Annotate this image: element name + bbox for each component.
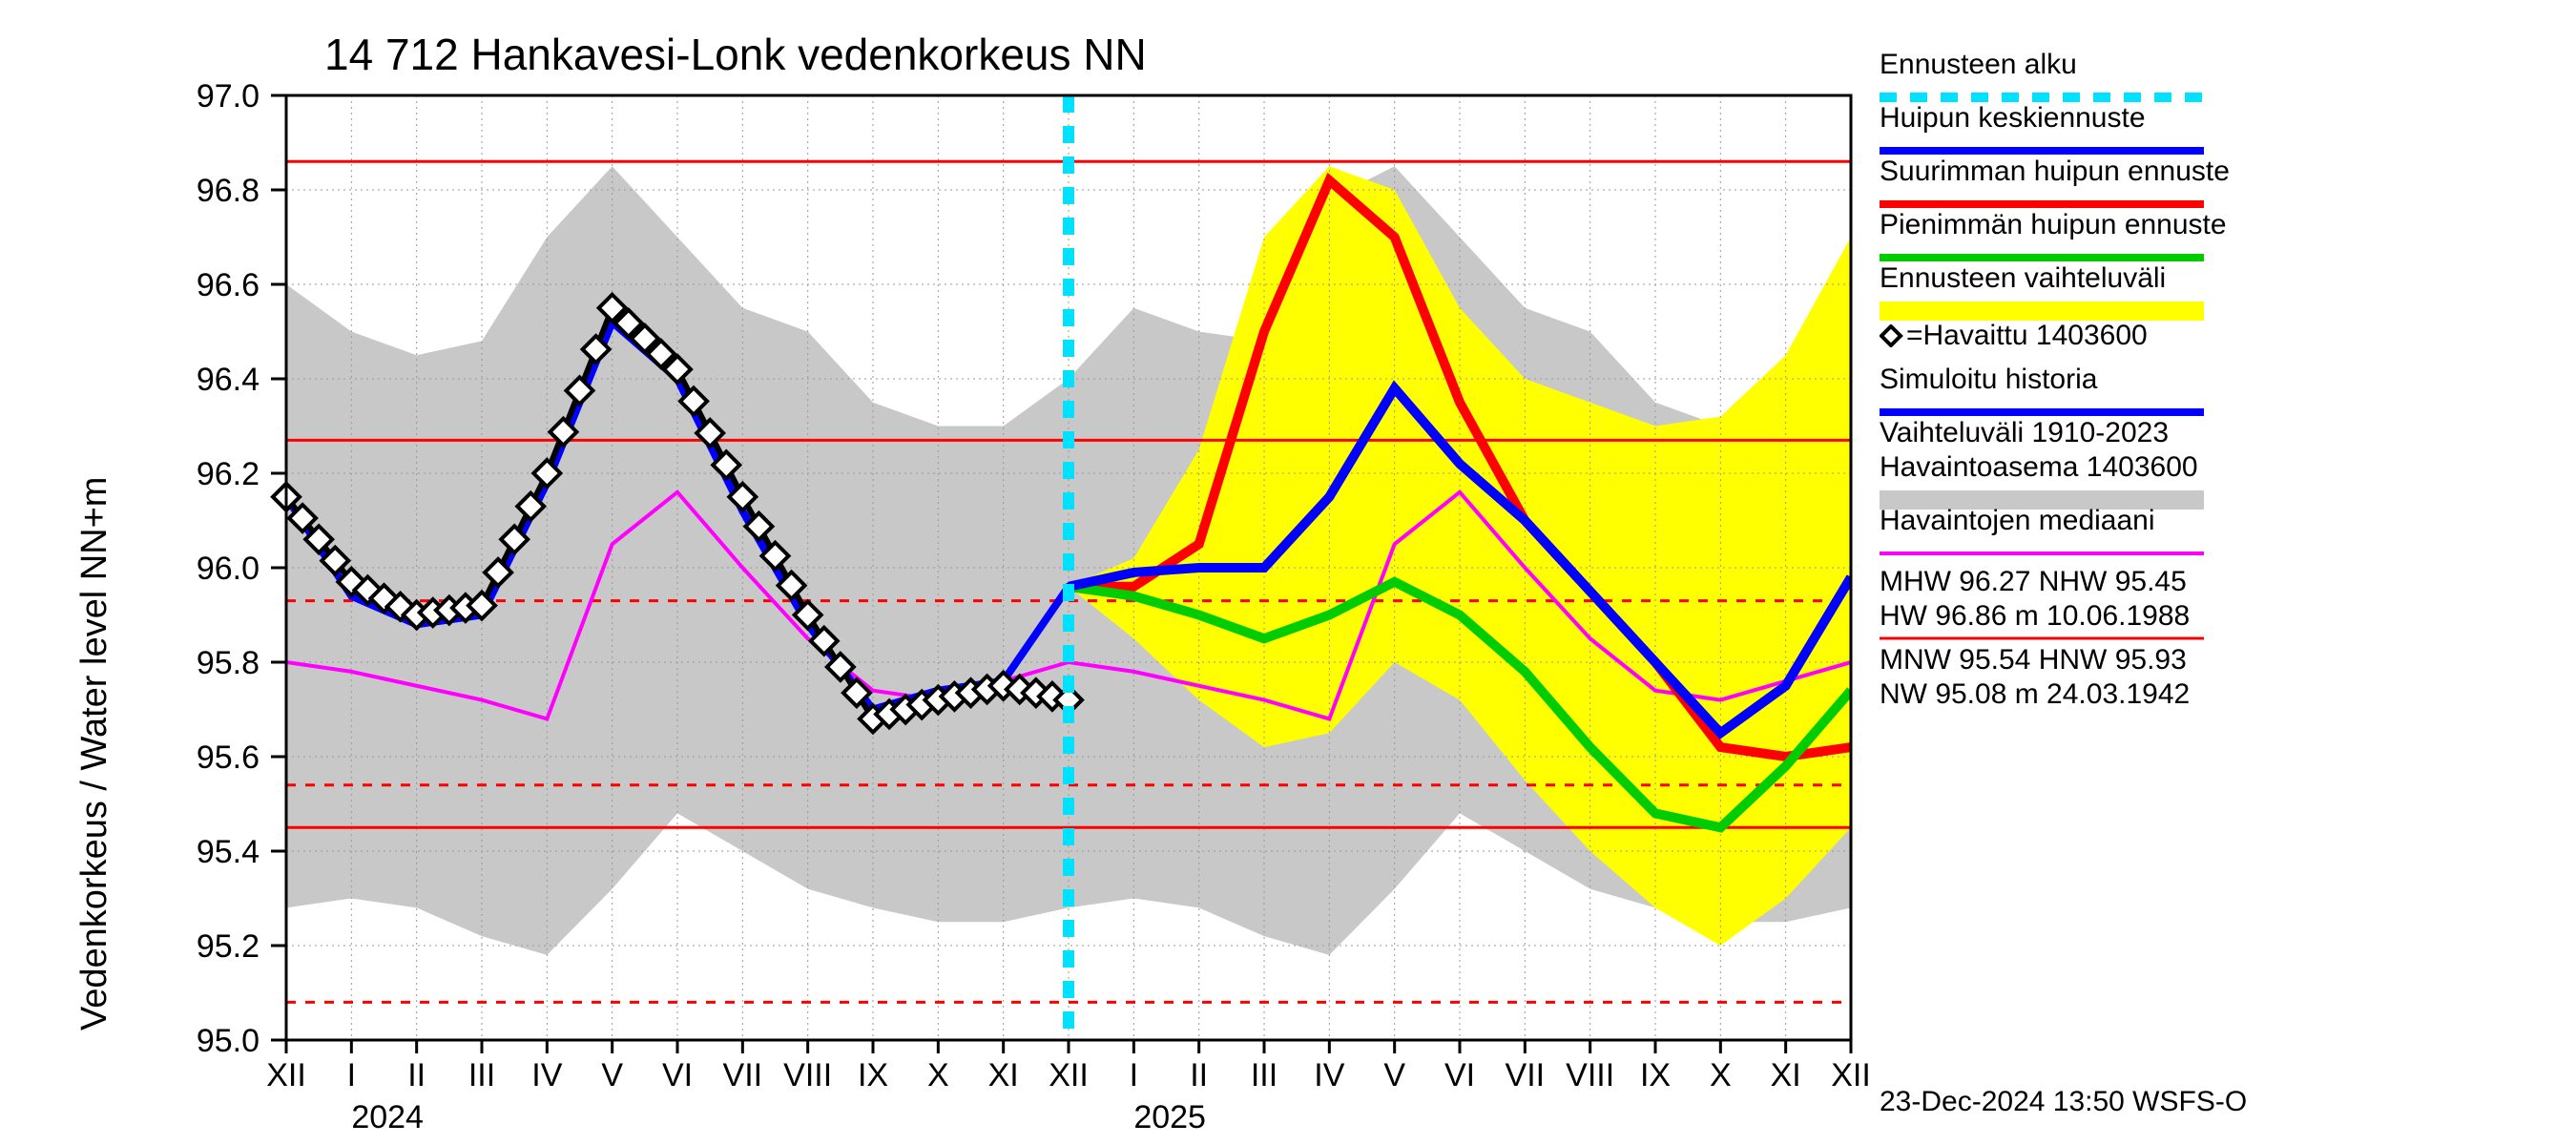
legend-swatch	[1880, 193, 2204, 208]
y-axis-label: Vedenkorkeus / Water level NN+m	[74, 477, 115, 1030]
legend-item: Suurimman huipun ennuste	[1880, 155, 2547, 208]
legend-label: Pienimmän huipun ennuste	[1880, 208, 2547, 242]
x-tick-label: X	[927, 1057, 949, 1093]
x-tick-label: VI	[1444, 1057, 1475, 1093]
legend-stat-line: MNW 95.54 HNW 95.93	[1880, 643, 2547, 677]
legend-item: Huipun keskiennuste	[1880, 101, 2547, 155]
chart-footer: 23-Dec-2024 13:50 WSFS-O	[1880, 1086, 2247, 1118]
y-tick-label: 96.2	[197, 456, 260, 492]
y-tick-label: 95.8	[197, 645, 260, 681]
y-tick-label: 96.0	[197, 551, 260, 587]
x-tick-label: II	[1190, 1057, 1208, 1093]
legend-label: Vaihteluväli 1910-2023	[1880, 416, 2547, 450]
legend-swatch	[1880, 86, 2204, 101]
y-axis-label-container: Vedenkorkeus / Water level NN+m	[17, 95, 55, 1050]
x-tick-label: VIII	[1566, 1057, 1614, 1093]
x-tick-label: IV	[1314, 1057, 1344, 1093]
legend-stat-line: HW 96.86 m 10.06.1988	[1880, 599, 2547, 634]
x-tick-label: XI	[988, 1057, 1019, 1093]
x-tick-label: XI	[1771, 1057, 1801, 1093]
legend-item: Ennusteen vaihteluväli	[1880, 261, 2547, 315]
legend-stat-line: NW 95.08 m 24.03.1942	[1880, 677, 2547, 712]
y-tick-label: 95.4	[197, 834, 260, 870]
legend-label: Suurimman huipun ennuste	[1880, 155, 2547, 189]
x-tick-label: I	[1130, 1057, 1138, 1093]
legend-label: Ennusteen vaihteluväli	[1880, 261, 2547, 296]
y-tick-label: 95.2	[197, 928, 260, 965]
x-tick-label: IV	[531, 1057, 562, 1093]
legend-swatch	[1880, 139, 2204, 155]
y-tick-label: 95.6	[197, 739, 260, 776]
x-tick-label: II	[407, 1057, 426, 1093]
legend-item: Havaintoasema 1403600	[1880, 450, 2547, 504]
legend-stats: MHW 96.27 NHW 95.45HW 96.86 m 10.06.1988…	[1880, 565, 2547, 712]
x-tick-label: IX	[1640, 1057, 1671, 1093]
x-tick-label: IX	[858, 1057, 888, 1093]
chart-title: 14 712 Hankavesi-Lonk vedenkorkeus NN	[324, 29, 1147, 80]
legend-item: Havaintojen mediaani	[1880, 504, 2547, 557]
legend-stat-line: MHW 96.27 NHW 95.45	[1880, 565, 2547, 599]
y-tick-label: 97.0	[197, 78, 260, 114]
legend-marker-icon	[1880, 324, 1906, 347]
chart-container: { "title": "14 712 Hankavesi-Lonk vedenk…	[0, 0, 2576, 1145]
x-tick-label: XII	[1049, 1057, 1089, 1093]
legend-label: Huipun keskiennuste	[1880, 101, 2547, 135]
legend-swatch	[1880, 542, 2204, 557]
legend-swatch	[1880, 401, 2204, 416]
x-tick-label: VIII	[783, 1057, 832, 1093]
legend-label: Ennusteen alku	[1880, 48, 2547, 82]
legend-separator	[1880, 634, 2547, 643]
legend-item: Vaihteluväli 1910-2023	[1880, 416, 2547, 450]
x-tick-label: XII	[266, 1057, 306, 1093]
legend-item: Ennusteen alku	[1880, 48, 2547, 101]
legend-swatch	[1880, 489, 2204, 504]
y-tick-label: 96.4	[197, 362, 260, 398]
x-tick-label: III	[468, 1057, 495, 1093]
legend-item: Pienimmän huipun ennuste	[1880, 208, 2547, 261]
x-tick-label: III	[1251, 1057, 1278, 1093]
y-tick-label: 96.8	[197, 173, 260, 209]
legend-item: Simuloitu historia	[1880, 363, 2547, 416]
legend-swatch	[1880, 300, 2204, 315]
y-tick-label: 95.0	[197, 1023, 260, 1059]
legend-label: Havaintoasema 1403600	[1880, 450, 2547, 485]
legend-label: =Havaittu 1403600	[1906, 319, 2148, 353]
legend-swatch	[1880, 246, 2204, 261]
x-tick-label: I	[347, 1057, 356, 1093]
legend-label: Havaintojen mediaani	[1880, 504, 2547, 538]
y-tick-label: 96.6	[197, 267, 260, 303]
x-tick-label: V	[601, 1057, 623, 1093]
x-tick-label: VII	[1506, 1057, 1546, 1093]
x-year-label: 2024	[351, 1099, 424, 1135]
legend-label: Simuloitu historia	[1880, 363, 2547, 397]
x-tick-label: XII	[1831, 1057, 1871, 1093]
legend-item: =Havaittu 1403600	[1880, 315, 2547, 357]
x-tick-label: X	[1710, 1057, 1732, 1093]
x-tick-label: VII	[723, 1057, 763, 1093]
x-tick-label: VI	[662, 1057, 693, 1093]
x-year-label: 2025	[1133, 1099, 1206, 1135]
legend: Ennusteen alku Huipun keskiennuste Suurimm…	[1880, 48, 2547, 712]
x-tick-label: V	[1383, 1057, 1405, 1093]
